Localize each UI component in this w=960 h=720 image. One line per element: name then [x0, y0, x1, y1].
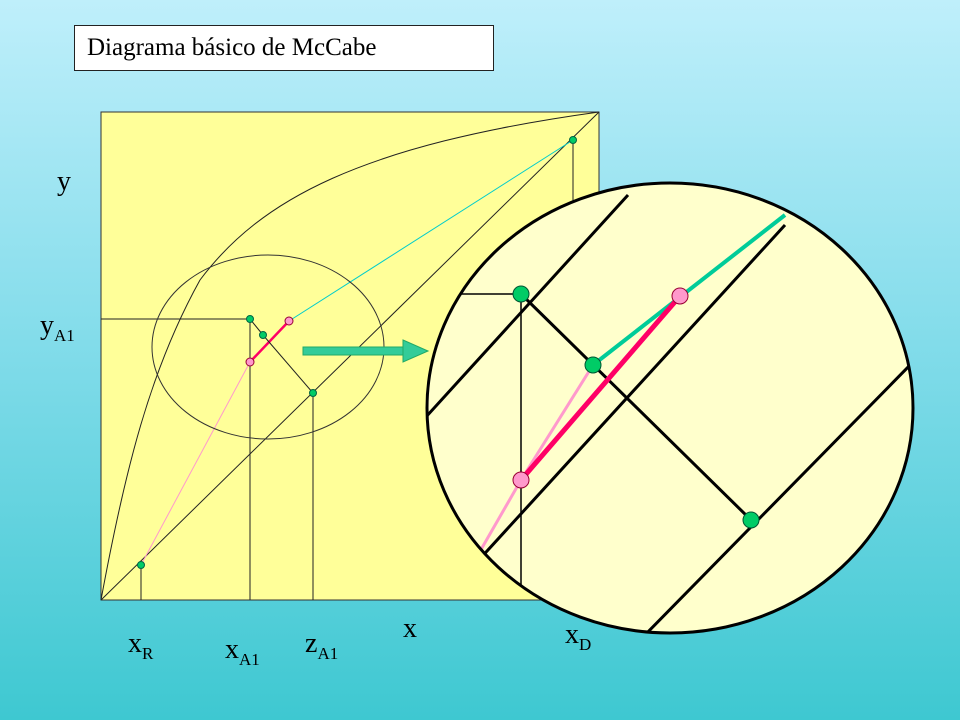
- zoom-pink-marker: [512, 471, 530, 489]
- equilibrium-curve: [100, 111, 600, 601]
- zoom-green-marker: [742, 511, 760, 529]
- xD-label: xD: [565, 619, 591, 654]
- enriching-operating-line: [288, 139, 574, 322]
- green-marker: [259, 331, 267, 339]
- feed-line: [262, 334, 314, 394]
- zoom-pink-marker: [671, 287, 689, 305]
- green-marker: [309, 389, 317, 397]
- diagonal-line: [100, 111, 600, 601]
- diagram-title: Diagrama básico de McCabe: [74, 25, 494, 71]
- green-marker: [246, 315, 254, 323]
- yA1-label: yA1: [40, 310, 75, 345]
- x-axis-label: x: [403, 613, 417, 644]
- zoom-green-marker: [512, 285, 530, 303]
- y-axis-label: y: [57, 166, 71, 197]
- green-marker: [569, 136, 577, 144]
- highlight-segment: [249, 320, 290, 363]
- xA1-label: xA1: [225, 634, 260, 669]
- arrow-shaft: [302, 346, 404, 356]
- pink-marker: [245, 357, 255, 367]
- xR-label: xR: [128, 628, 154, 663]
- zoom-green-marker: [584, 356, 602, 374]
- arrow-head: [402, 339, 430, 363]
- pink-marker: [284, 316, 294, 326]
- stripping-operating-line: [140, 361, 251, 566]
- zA1-label: zA1: [305, 628, 338, 663]
- green-marker: [137, 561, 145, 569]
